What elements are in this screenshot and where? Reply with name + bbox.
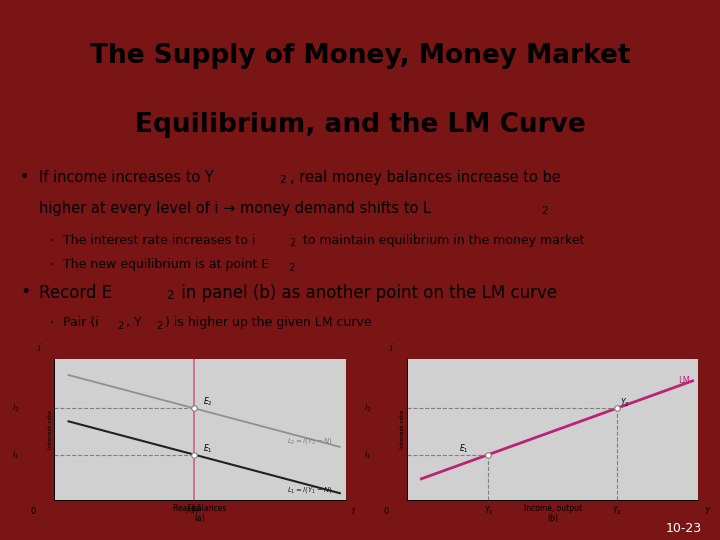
Text: 0: 0	[384, 507, 389, 516]
X-axis label: Real balances
(a): Real balances (a)	[174, 504, 226, 523]
Text: 2: 2	[541, 206, 548, 216]
Text: 2: 2	[288, 263, 294, 273]
Text: $L_1 = l(Y_1 - N)$: $L_1 = l(Y_1 - N)$	[287, 485, 333, 495]
X-axis label: Income, output
(b): Income, output (b)	[523, 504, 582, 523]
Text: $i_2$: $i_2$	[364, 402, 372, 415]
Text: The Supply of Money, Money Market: The Supply of Money, Money Market	[90, 43, 630, 69]
Text: , real money balances increase to be: , real money balances increase to be	[290, 170, 561, 185]
Text: $\bar{M}/\bar{P}$: $\bar{M}/\bar{P}$	[186, 503, 202, 516]
Text: LM: LM	[678, 376, 690, 386]
Text: $i_2$: $i_2$	[12, 402, 19, 415]
Text: $E_1$: $E_1$	[459, 443, 469, 455]
Text: 0: 0	[31, 507, 36, 516]
Text: 2: 2	[156, 321, 162, 331]
Text: 2: 2	[279, 175, 287, 185]
Text: $i_1$: $i_1$	[364, 448, 372, 461]
Text: $i_1$: $i_1$	[12, 448, 19, 461]
Text: $E_2$: $E_2$	[203, 395, 212, 408]
Text: $i$: $i$	[390, 341, 394, 353]
Text: 10-23: 10-23	[666, 522, 702, 535]
Text: $L_2 = l(Y_2 - N)$: $L_2 = l(Y_2 - N)$	[287, 436, 333, 446]
Text: $Y$: $Y$	[704, 504, 712, 516]
Text: $E_1$: $E_1$	[203, 443, 212, 455]
Y-axis label: Interest rate: Interest rate	[48, 410, 53, 449]
Text: Equilibrium, and the LM Curve: Equilibrium, and the LM Curve	[135, 112, 585, 138]
Text: $Y_2$: $Y_2$	[620, 396, 629, 409]
Text: Pair (i: Pair (i	[63, 316, 99, 329]
Text: $t$: $t$	[351, 504, 357, 516]
Text: The new equilibrium is at point E: The new equilibrium is at point E	[63, 258, 269, 271]
Text: 2: 2	[166, 288, 174, 302]
Text: in panel (b) as another point on the LM curve: in panel (b) as another point on the LM …	[176, 284, 557, 302]
Text: 2: 2	[117, 321, 123, 331]
Text: , Y: , Y	[126, 316, 142, 329]
Text: higher at every level of i → money demand shifts to L: higher at every level of i → money deman…	[39, 201, 431, 217]
Y-axis label: Interest rate: Interest rate	[400, 410, 405, 449]
Text: ·: ·	[49, 258, 53, 272]
Text: $Y_1$: $Y_1$	[484, 504, 493, 517]
Text: ·: ·	[49, 316, 53, 330]
Text: The interest rate increases to i: The interest rate increases to i	[63, 233, 256, 247]
Text: ·: ·	[49, 233, 53, 247]
Text: to maintain equilibrium in the money market: to maintain equilibrium in the money mar…	[299, 233, 584, 247]
Text: 2: 2	[289, 238, 295, 248]
Text: ) is higher up the given LM curve: ) is higher up the given LM curve	[165, 316, 372, 329]
Text: •: •	[20, 283, 30, 301]
Text: •: •	[20, 170, 30, 185]
Text: $Y_2$: $Y_2$	[612, 504, 621, 517]
Text: Record E: Record E	[39, 284, 112, 302]
Text: $i$: $i$	[37, 341, 41, 353]
Text: If income increases to Y: If income increases to Y	[39, 170, 214, 185]
